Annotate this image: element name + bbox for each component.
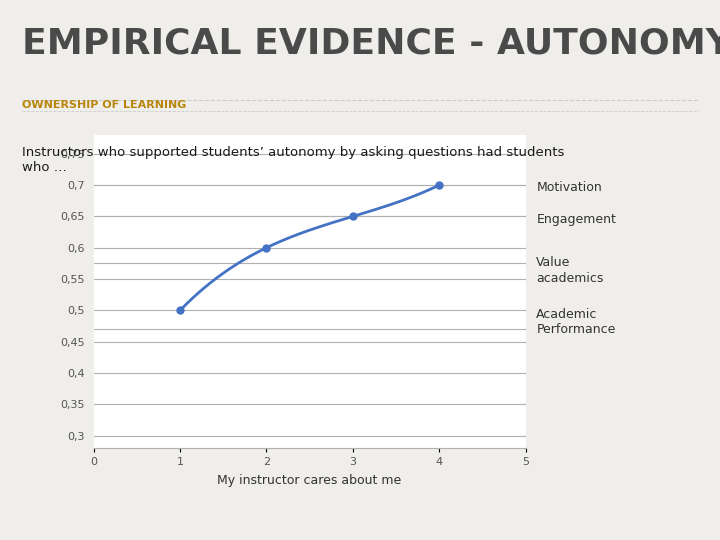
X-axis label: My instructor cares about me: My instructor cares about me xyxy=(217,474,402,487)
Text: Motivation: Motivation xyxy=(536,181,602,194)
Text: Academic
Performance: Academic Performance xyxy=(536,308,616,336)
Text: Engagement: Engagement xyxy=(536,213,616,226)
Text: EMPIRICAL EVIDENCE - AUTONOMY: EMPIRICAL EVIDENCE - AUTONOMY xyxy=(22,27,720,60)
Text: OWNERSHIP OF LEARNING: OWNERSHIP OF LEARNING xyxy=(22,100,186,110)
Text: Instructors who supported students’ autonomy by asking questions had students
wh: Instructors who supported students’ auto… xyxy=(22,146,564,174)
Text: Value
academics: Value academics xyxy=(536,256,604,285)
